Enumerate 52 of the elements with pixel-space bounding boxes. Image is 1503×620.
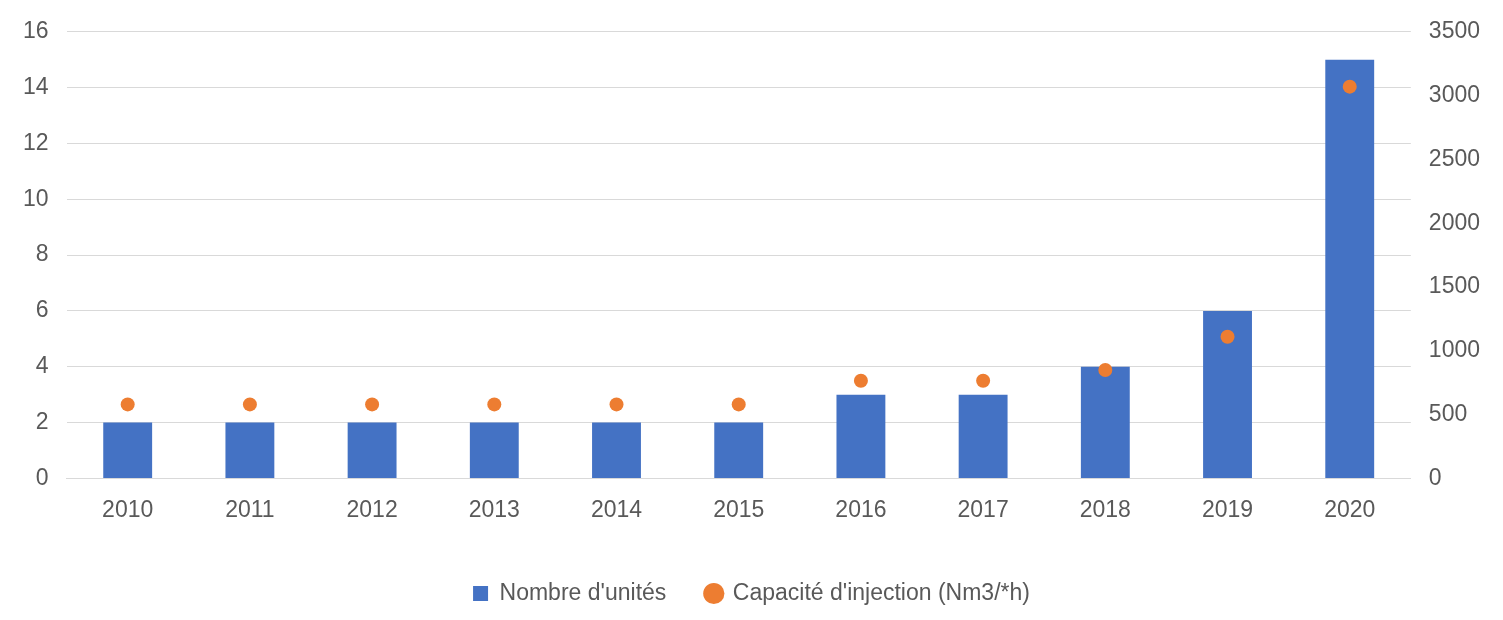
bar: [714, 422, 764, 478]
x-tick-label: 2014: [590, 495, 643, 522]
point: [1220, 329, 1235, 344]
y2-tick-label: 1000: [1428, 336, 1481, 363]
y-tick-label: 0: [35, 463, 49, 490]
bar: [347, 422, 397, 478]
bar: [1325, 59, 1375, 478]
y2-tick-label: 1500: [1428, 272, 1481, 299]
legend-label: Nombre d'unités: [499, 578, 667, 605]
point: [731, 397, 746, 412]
point: [976, 373, 991, 388]
y-tick-label: 2: [35, 407, 49, 434]
y-tick-label: 12: [22, 128, 49, 155]
x-tick-label: 2020: [1324, 495, 1376, 522]
x-tick-label: 2010: [102, 495, 154, 522]
y2-tick-label: 0: [1428, 463, 1442, 490]
y-tick-label: 8: [35, 240, 49, 267]
point: [242, 397, 257, 412]
point: [487, 397, 502, 412]
x-tick-label: 2018: [1079, 495, 1131, 522]
x-tick-label: 2019: [1201, 495, 1254, 522]
bar: [836, 394, 886, 478]
y-tick-label: 16: [22, 17, 49, 44]
bar: [225, 422, 275, 478]
bar: [1203, 310, 1252, 478]
y-tick-label: 14: [22, 72, 49, 99]
x-tick-label: 2012: [346, 495, 398, 522]
bar: [958, 394, 1008, 478]
bar: [469, 422, 519, 478]
point: [365, 397, 380, 412]
point: [609, 397, 624, 412]
legend-label: Capacité d'injection (Nm3/*h): [732, 578, 1030, 605]
y-tick-label: 4: [35, 352, 49, 379]
x-tick-label: 2013: [468, 495, 520, 522]
x-tick-label: 2015: [713, 495, 765, 522]
y2-tick-label: 3500: [1428, 17, 1481, 44]
y-tick-label: 10: [22, 184, 49, 211]
x-tick-label: 2017: [957, 495, 1009, 522]
point: [120, 397, 135, 412]
x-tick-label: 2016: [835, 495, 887, 522]
y2-tick-label: 500: [1428, 399, 1468, 426]
y2-tick-label: 2500: [1428, 144, 1481, 171]
x-tick-label: 2011: [225, 495, 275, 522]
point: [1342, 79, 1357, 94]
y2-tick-label: 2000: [1428, 208, 1481, 235]
y-tick-label: 6: [35, 296, 49, 323]
point: [1098, 362, 1113, 377]
point: [853, 373, 868, 388]
y2-tick-label: 3000: [1428, 80, 1481, 107]
bar: [592, 422, 641, 478]
bar: [103, 422, 153, 478]
bar: [1080, 366, 1130, 478]
